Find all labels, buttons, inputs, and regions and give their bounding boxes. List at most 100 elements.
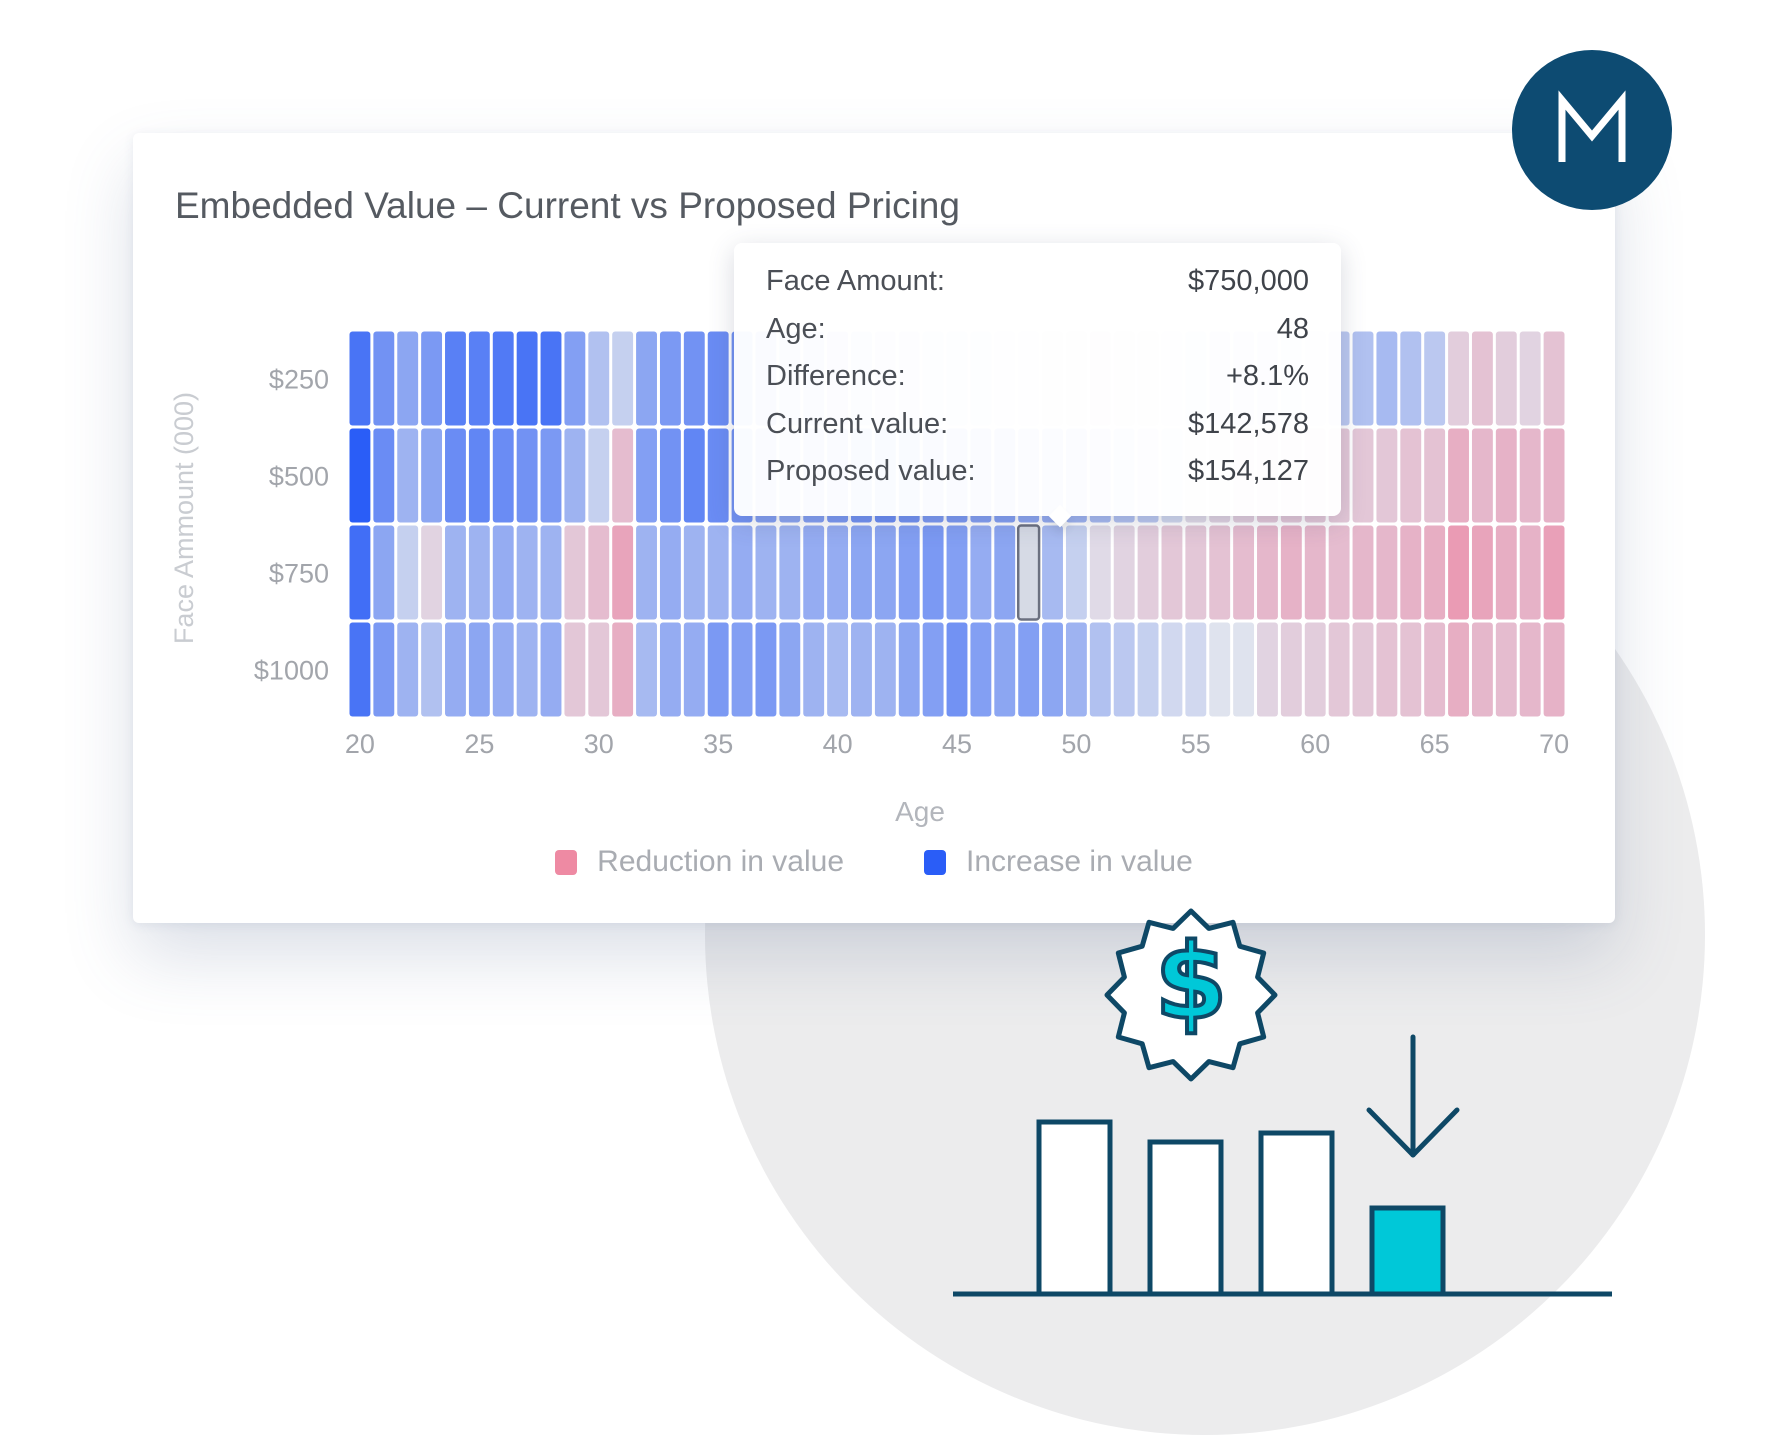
heatmap-cell[interactable] xyxy=(659,525,681,620)
heatmap-cell[interactable] xyxy=(1113,525,1135,620)
heatmap-cell[interactable] xyxy=(1424,428,1446,523)
heatmap-cell[interactable] xyxy=(612,622,634,717)
heatmap-cell[interactable] xyxy=(970,622,992,717)
heatmap-cell[interactable] xyxy=(373,622,395,717)
heatmap-cell[interactable] xyxy=(779,622,801,717)
heatmap-cell[interactable] xyxy=(1161,622,1183,717)
heatmap-cell[interactable] xyxy=(397,331,419,426)
heatmap-cell[interactable] xyxy=(1018,622,1040,717)
heatmap-cell[interactable] xyxy=(445,525,466,620)
heatmap-cell[interactable] xyxy=(803,622,825,717)
heatmap-cell[interactable] xyxy=(1376,622,1398,717)
heatmap-cell[interactable] xyxy=(1042,525,1063,620)
heatmap-cell[interactable] xyxy=(1016,524,1041,621)
heatmap-cell[interactable] xyxy=(1257,525,1278,620)
heatmap-cell[interactable] xyxy=(683,428,705,523)
heatmap-cell[interactable] xyxy=(612,428,634,523)
heatmap-cell[interactable] xyxy=(397,428,419,523)
heatmap-cell[interactable] xyxy=(683,525,705,620)
heatmap-cell[interactable] xyxy=(1543,622,1565,717)
heatmap-cell[interactable] xyxy=(1137,525,1159,620)
heatmap-cell[interactable] xyxy=(492,428,514,523)
heatmap-cell[interactable] xyxy=(540,331,562,426)
heatmap-cell[interactable] xyxy=(1495,331,1517,426)
heatmap-cell[interactable] xyxy=(397,622,419,717)
heatmap-cell[interactable] xyxy=(1424,622,1446,717)
heatmap-cell[interactable] xyxy=(1495,525,1517,620)
heatmap-cell[interactable] xyxy=(1352,428,1374,523)
heatmap-cell[interactable] xyxy=(492,525,514,620)
heatmap-cell[interactable] xyxy=(1519,622,1541,717)
heatmap-cell[interactable] xyxy=(1065,525,1087,620)
heatmap-cell[interactable] xyxy=(1089,622,1111,717)
heatmap-cell[interactable] xyxy=(1352,622,1374,717)
heatmap-cell[interactable] xyxy=(1543,331,1565,426)
heatmap-cell[interactable] xyxy=(516,622,538,717)
heatmap-cell[interactable] xyxy=(1519,331,1541,426)
heatmap-cell[interactable] xyxy=(1280,622,1302,717)
heatmap-cell[interactable] xyxy=(1233,622,1255,717)
heatmap-cell[interactable] xyxy=(1471,428,1493,523)
heatmap-cell[interactable] xyxy=(1448,428,1469,523)
heatmap-cell[interactable] xyxy=(1400,428,1422,523)
heatmap-cell[interactable] xyxy=(588,331,610,426)
heatmap-cell[interactable] xyxy=(779,525,801,620)
heatmap-cell[interactable] xyxy=(1471,525,1493,620)
heatmap-cell[interactable] xyxy=(1448,331,1469,426)
heatmap-cell[interactable] xyxy=(1471,331,1493,426)
heatmap-cell[interactable] xyxy=(636,331,657,426)
heatmap-cell[interactable] xyxy=(1209,525,1231,620)
heatmap-cell[interactable] xyxy=(349,622,371,717)
heatmap-cell[interactable] xyxy=(373,331,395,426)
heatmap-cell[interactable] xyxy=(564,525,586,620)
heatmap-cell[interactable] xyxy=(349,525,371,620)
heatmap-cell[interactable] xyxy=(874,525,896,620)
heatmap-cell[interactable] xyxy=(397,525,419,620)
heatmap-cell[interactable] xyxy=(445,331,466,426)
heatmap-cell[interactable] xyxy=(707,428,729,523)
heatmap-cell[interactable] xyxy=(659,622,681,717)
heatmap-cell[interactable] xyxy=(349,331,371,426)
heatmap-cell[interactable] xyxy=(1376,331,1398,426)
heatmap-cell[interactable] xyxy=(874,622,896,717)
heatmap-cell[interactable] xyxy=(636,525,657,620)
heatmap-cell[interactable] xyxy=(445,428,466,523)
heatmap-cell[interactable] xyxy=(1519,428,1541,523)
heatmap-cell[interactable] xyxy=(755,525,777,620)
heatmap-cell[interactable] xyxy=(1304,525,1326,620)
heatmap-cell[interactable] xyxy=(970,525,992,620)
heatmap-cell[interactable] xyxy=(349,428,371,523)
heatmap-cell[interactable] xyxy=(1400,622,1422,717)
heatmap-cell[interactable] xyxy=(588,525,610,620)
heatmap-cell[interactable] xyxy=(540,622,562,717)
heatmap-cell[interactable] xyxy=(922,525,944,620)
heatmap-cell[interactable] xyxy=(564,622,586,717)
heatmap-cell[interactable] xyxy=(1065,622,1087,717)
heatmap-cell[interactable] xyxy=(946,525,968,620)
heatmap-cell[interactable] xyxy=(1495,622,1517,717)
heatmap-cell[interactable] xyxy=(636,622,657,717)
heatmap-cell[interactable] xyxy=(707,331,729,426)
heatmap-cell[interactable] xyxy=(1137,622,1159,717)
heatmap-cell[interactable] xyxy=(373,525,395,620)
heatmap-cell[interactable] xyxy=(1352,525,1374,620)
heatmap-cell[interactable] xyxy=(1400,525,1422,620)
heatmap-cell[interactable] xyxy=(445,622,466,717)
heatmap-cell[interactable] xyxy=(1424,331,1446,426)
heatmap-cell[interactable] xyxy=(540,525,562,620)
heatmap-cell[interactable] xyxy=(731,622,753,717)
heatmap-cell[interactable] xyxy=(421,331,443,426)
heatmap-cell[interactable] xyxy=(492,331,514,426)
heatmap-cell[interactable] xyxy=(612,331,634,426)
heatmap-cell[interactable] xyxy=(468,428,490,523)
heatmap-cell[interactable] xyxy=(1042,622,1063,717)
heatmap-cell[interactable] xyxy=(1304,622,1326,717)
heatmap-cell[interactable] xyxy=(564,428,586,523)
heatmap-cell[interactable] xyxy=(1161,525,1183,620)
heatmap-cell[interactable] xyxy=(1424,525,1446,620)
heatmap-cell[interactable] xyxy=(540,428,562,523)
heatmap-cell[interactable] xyxy=(1400,331,1422,426)
heatmap-cell[interactable] xyxy=(1328,525,1350,620)
heatmap-cell[interactable] xyxy=(1113,622,1135,717)
heatmap-cell[interactable] xyxy=(898,525,920,620)
